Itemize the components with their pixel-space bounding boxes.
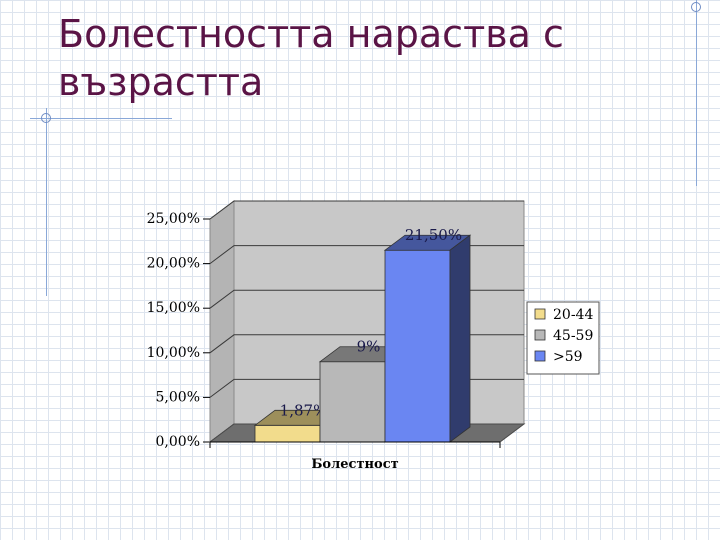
chart-side-wall bbox=[209, 200, 235, 443]
legend-swatch bbox=[534, 350, 546, 362]
legend-label: 20-44 bbox=[553, 307, 593, 323]
x-axis-label: Болестност bbox=[311, 457, 398, 472]
y-tick-label: 15,00% bbox=[147, 300, 200, 316]
legend-label: >59 bbox=[553, 349, 583, 365]
legend-label: 45-59 bbox=[553, 328, 593, 344]
y-tick-label: 10,00% bbox=[147, 345, 200, 361]
slide-title: Болестността нараства с възрастта bbox=[58, 10, 618, 106]
slide-title-line-1: Болестността нараства с bbox=[58, 12, 564, 56]
top-right-circle bbox=[691, 2, 701, 12]
data-label: 9% bbox=[357, 338, 381, 356]
data-label: 21,50% bbox=[405, 226, 462, 244]
y-tick-label: 20,00% bbox=[147, 256, 200, 272]
legend-swatch bbox=[534, 308, 546, 320]
y-tick-label: 25,00% bbox=[147, 211, 200, 227]
title-underline bbox=[30, 118, 172, 119]
bar-1-front bbox=[254, 424, 321, 443]
bar-2-front bbox=[319, 361, 386, 443]
gridline bbox=[209, 200, 524, 220]
corner-circle bbox=[41, 113, 51, 123]
legend-swatch bbox=[534, 329, 546, 341]
y-tick-label: 5,00% bbox=[156, 389, 200, 405]
data-label: 1,87% bbox=[280, 401, 328, 419]
bar-3-side bbox=[449, 234, 471, 443]
right-vertical-rule bbox=[696, 0, 697, 186]
slide-title-line-2: възрастта bbox=[58, 60, 264, 104]
bar-3-front bbox=[384, 249, 451, 443]
y-tick-label: 0,00% bbox=[156, 434, 200, 450]
left-vertical-rule bbox=[46, 108, 47, 296]
